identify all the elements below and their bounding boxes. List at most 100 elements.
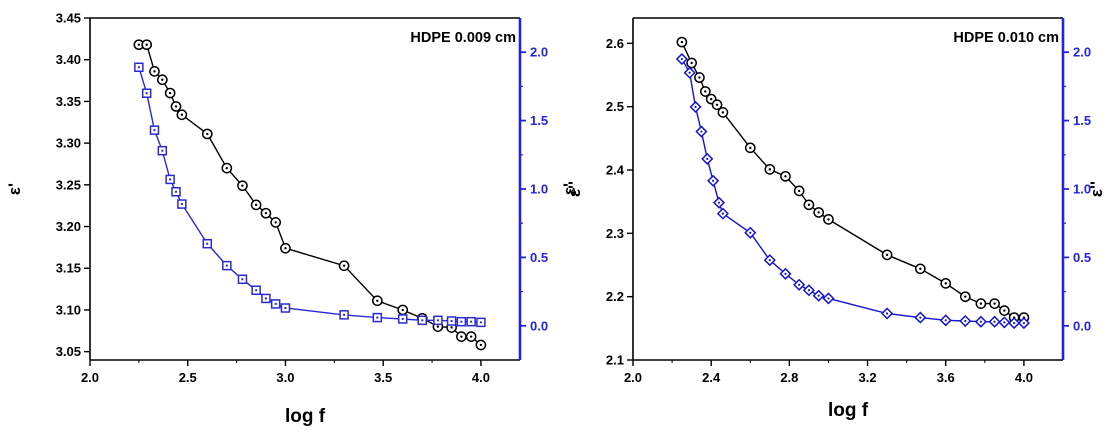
data-point-center [979, 320, 983, 323]
y-right-tick-label: 0.5 [1073, 250, 1091, 265]
data-point-center [137, 43, 141, 46]
y-left-tick-label: 3.05 [56, 344, 81, 359]
data-point-center [137, 66, 140, 69]
data-point-center [470, 320, 473, 323]
y-left-tick-label: 3.35 [56, 94, 81, 109]
data-point-center [421, 319, 424, 322]
data-point-center [255, 289, 258, 292]
y-left-axis-title: ε' [5, 183, 24, 195]
data-point-center [169, 178, 172, 181]
data-point-center [827, 297, 830, 300]
data-point-center [721, 212, 725, 215]
data-point-center [944, 282, 947, 285]
plot-title: HDPE 0.009 cm [410, 30, 516, 46]
data-point-center [460, 320, 463, 323]
data-point-center [1022, 321, 1026, 325]
y-left-tick-label: 2.3 [606, 226, 624, 241]
plot-title: HDPE 0.010 cm [953, 30, 1059, 46]
data-point-center [479, 321, 482, 324]
data-point-center [161, 149, 164, 152]
y-left-tick-label: 3.40 [56, 52, 81, 67]
data-point-center [450, 326, 453, 329]
data-point-center [1003, 321, 1006, 324]
data-point-center [174, 105, 178, 108]
y-right-tick-label: 1.0 [530, 182, 548, 197]
data-point-center [706, 157, 709, 161]
data-point-center [153, 129, 156, 132]
x-tick-label: 3.6 [937, 370, 955, 385]
data-point-center [180, 203, 183, 206]
data-point-center [241, 278, 244, 281]
y-left-tick-label: 3.30 [56, 136, 81, 151]
y-left-tick-label: 2.4 [606, 163, 625, 178]
data-point-center [145, 43, 148, 46]
data-point-center [469, 335, 473, 338]
x-tick-label: 2.0 [624, 370, 642, 385]
data-point-center [721, 111, 725, 114]
series-line-2 [138, 66, 481, 324]
data-point-center [709, 97, 713, 101]
y-right-tick-label: 1.5 [1073, 113, 1091, 128]
data-point-center [919, 316, 922, 319]
data-point-center [225, 166, 229, 170]
x-tick-label: 3.5 [374, 370, 392, 385]
data-point-center [749, 146, 752, 150]
y-right-tick-label: 0.0 [1073, 318, 1091, 333]
data-point-center [798, 283, 801, 286]
series-line-2 [681, 58, 1024, 324]
y-left-tick-label: 2.5 [606, 99, 624, 114]
data-point-center [807, 289, 811, 292]
data-point-center [376, 316, 379, 319]
y-right-tick-label: 0.0 [530, 318, 548, 333]
chart-panel-left: 2.0 2.5 3.0 3.5 4.0 3.05 3.10 3.15 3.20 3.25 3.30 3… [5, 11, 584, 428]
y-left-axis-title: ε' [560, 183, 579, 195]
y-left-tick-label: 3.25 [56, 177, 81, 192]
x-axis-title: log f [285, 406, 326, 427]
series-line-1 [138, 44, 482, 346]
x-tick-label: 2.8 [780, 370, 798, 385]
y-left-tick-label: 3.10 [56, 302, 81, 317]
data-point-center [944, 319, 947, 322]
y-left-tick-label: 2.1 [606, 353, 624, 368]
data-point-center [768, 168, 772, 171]
data-point-center [161, 78, 164, 81]
data-point-center [450, 320, 453, 323]
x-tick-label: 2.0 [81, 370, 99, 385]
data-point-center [401, 317, 404, 320]
data-point-center [145, 92, 148, 95]
data-point-center [342, 264, 346, 267]
data-point-center [284, 247, 287, 250]
data-point-center [807, 203, 811, 207]
data-point-center [479, 343, 483, 347]
data-point-center [206, 132, 209, 136]
data-point-center [768, 259, 771, 262]
data-point-center [206, 242, 209, 245]
data-point-center [919, 267, 922, 270]
data-point-center [401, 308, 404, 312]
data-point-center [784, 175, 787, 178]
x-tick-label: 4.0 [1015, 370, 1033, 385]
data-point-center [749, 231, 752, 234]
data-point-center [698, 76, 701, 79]
y-left-tick-label: 2.6 [606, 36, 624, 51]
x-tick-label: 2.5 [179, 370, 197, 385]
data-point-center [436, 325, 440, 328]
chart-panel-right: 2.0 2.4 2.8 3.2 3.6 4.0 2.1 2.2 2.3 2.4 2.5 2.6 0.0 0… [560, 17, 1106, 421]
data-point-center [993, 320, 996, 323]
data-point-center [680, 57, 683, 61]
data-point-center [694, 105, 697, 109]
data-point-center [343, 313, 346, 316]
data-point-center [784, 272, 787, 275]
data-point-center [885, 312, 889, 315]
data-point-center [715, 103, 719, 106]
y-right-tick-label: 1.5 [530, 113, 548, 128]
data-point-center [704, 90, 707, 93]
data-point-center [817, 211, 820, 214]
data-point-center [168, 91, 172, 95]
data-point-center [225, 264, 228, 267]
data-point-center [153, 70, 156, 73]
data-point-center [175, 190, 177, 193]
data-point-center [993, 302, 996, 305]
data-point-center [284, 307, 287, 310]
